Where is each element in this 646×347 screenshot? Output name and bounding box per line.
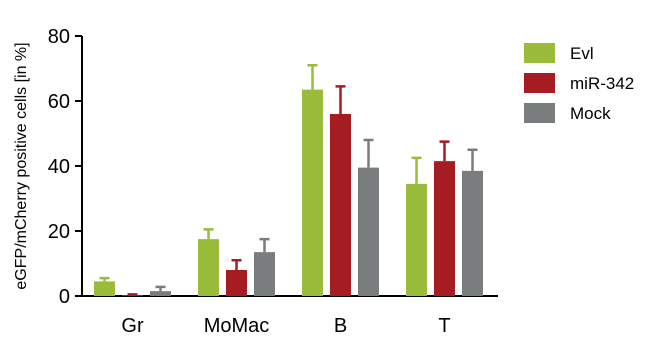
bar <box>302 89 323 296</box>
bar <box>254 252 275 296</box>
y-axis-label: eGFP/mCherry positive cells [in %] <box>13 42 30 289</box>
legend-swatch <box>524 73 555 93</box>
bar <box>330 114 351 296</box>
x-category-label: Gr <box>121 315 144 337</box>
category-labels: Gr MoMac B T <box>121 315 450 337</box>
legend-label: Evl <box>570 44 594 63</box>
bar <box>94 281 115 296</box>
bar <box>406 183 427 296</box>
legend: Evl miR-342 Mock <box>524 43 634 123</box>
bar <box>122 295 143 296</box>
y-tick-label: 0 <box>59 286 70 308</box>
bar <box>434 161 455 296</box>
y-tick-label: 40 <box>48 156 70 178</box>
x-category-label: MoMac <box>204 315 270 337</box>
legend-swatch <box>524 43 555 63</box>
y-tick-label: 80 <box>48 26 70 48</box>
legend-label: miR-342 <box>570 74 634 93</box>
legend-swatch <box>524 103 555 123</box>
bar <box>462 170 483 296</box>
bar <box>226 270 247 296</box>
y-tick-label: 20 <box>48 221 70 243</box>
x-category-label: T <box>438 315 450 337</box>
bar <box>358 167 379 296</box>
x-category-label: B <box>334 315 347 337</box>
y-tick-label: 60 <box>48 91 70 113</box>
y-ticks: 0 20 40 60 80 <box>48 26 82 308</box>
legend-label: Mock <box>570 104 611 123</box>
bars <box>94 64 483 296</box>
bar <box>150 291 171 296</box>
bar <box>198 239 219 296</box>
